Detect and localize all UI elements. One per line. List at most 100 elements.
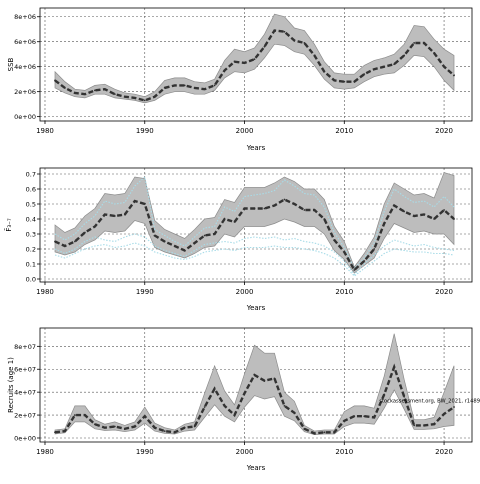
y-tick-label: 8e+06 xyxy=(14,13,36,21)
data-point xyxy=(233,414,236,416)
data-point xyxy=(123,95,126,98)
data-point xyxy=(54,79,56,82)
data-point xyxy=(393,63,396,66)
axes-frame xyxy=(39,167,473,283)
data-point xyxy=(273,29,276,32)
data-point xyxy=(363,73,366,76)
data-point xyxy=(423,424,426,427)
y-tick-label: 0e+00 xyxy=(14,113,36,121)
panel-fbar: 1980 1990 2000 2010 2020 0.0 0.1 0.2 0.3 0.4 0.5 0.… xyxy=(4,167,473,312)
data-point xyxy=(403,54,406,57)
fleet-line-2 xyxy=(54,233,455,276)
data-point xyxy=(413,424,416,427)
data-point xyxy=(223,405,226,407)
data-point xyxy=(263,207,266,210)
data-point xyxy=(253,207,256,210)
y-tick-label: 4e+06 xyxy=(14,63,36,71)
plot-area xyxy=(54,13,455,104)
data-point xyxy=(183,84,186,87)
data-point xyxy=(74,414,76,416)
data-point xyxy=(153,95,156,98)
data-point xyxy=(113,215,116,217)
x-axis-label: Years xyxy=(246,144,266,152)
data-point xyxy=(143,415,146,418)
data-point xyxy=(123,427,126,430)
x-tick-label: 2000 xyxy=(236,288,254,296)
x-tick-label: 1980 xyxy=(36,127,54,135)
data-point xyxy=(263,379,266,382)
axes-frame xyxy=(39,327,473,443)
data-point xyxy=(373,248,376,250)
data-point xyxy=(163,430,166,433)
data-point xyxy=(203,234,206,237)
data-point xyxy=(293,39,296,42)
data-point xyxy=(64,245,66,247)
y-tick-label: 2e+07 xyxy=(14,412,36,420)
data-point xyxy=(343,80,346,83)
data-point xyxy=(423,42,426,44)
data-point xyxy=(413,215,416,217)
data-point xyxy=(183,249,186,252)
data-point xyxy=(113,93,116,96)
data-point xyxy=(303,42,306,44)
data-point xyxy=(433,423,435,426)
fleet-line-1 xyxy=(54,175,455,270)
x-tick-label: 2020 xyxy=(435,288,453,296)
data-point xyxy=(393,366,396,368)
data-point xyxy=(143,203,146,205)
y-tick-label: 0.3 xyxy=(26,231,36,239)
data-point xyxy=(74,92,76,94)
data-point xyxy=(393,204,396,207)
x-tick-label: 2010 xyxy=(335,448,353,456)
x-tick-label: 2010 xyxy=(335,127,353,135)
data-point xyxy=(243,392,246,395)
data-point xyxy=(343,419,346,422)
data-point xyxy=(353,269,356,271)
data-point xyxy=(173,431,176,434)
data-point xyxy=(283,405,286,407)
data-point xyxy=(403,210,406,213)
data-point xyxy=(223,218,226,220)
data-point xyxy=(203,406,206,408)
data-point xyxy=(293,203,296,205)
data-point xyxy=(113,425,116,428)
data-point xyxy=(453,74,455,77)
data-point xyxy=(133,200,136,202)
data-point xyxy=(103,88,106,91)
data-point xyxy=(173,84,176,87)
data-point xyxy=(363,415,366,418)
data-point xyxy=(253,374,256,376)
y-tick-label: 8e+07 xyxy=(14,343,36,351)
data-point xyxy=(453,406,455,408)
data-point xyxy=(83,231,86,234)
data-point xyxy=(353,415,356,418)
y-tick-label: 0e+00 xyxy=(14,434,36,442)
data-point xyxy=(333,431,336,434)
y-tick-label: 0.5 xyxy=(26,201,36,209)
data-point xyxy=(283,198,286,201)
data-point xyxy=(343,251,346,253)
data-point xyxy=(443,65,445,68)
data-point xyxy=(183,426,186,429)
fleet-line-3 xyxy=(54,242,455,277)
data-point xyxy=(143,99,146,102)
y-tick-label: 2e+06 xyxy=(14,88,36,96)
data-point xyxy=(153,426,156,429)
x-tick-label: 2000 xyxy=(236,127,254,135)
data-point xyxy=(433,218,435,220)
data-point xyxy=(303,427,306,430)
data-point xyxy=(223,69,226,72)
x-tick-label: 2020 xyxy=(435,127,453,135)
data-point xyxy=(103,426,106,429)
data-point xyxy=(103,213,106,216)
data-point xyxy=(213,387,216,390)
y-tick-label: 0.4 xyxy=(26,216,36,224)
data-point xyxy=(213,84,216,87)
data-point xyxy=(303,209,306,211)
x-axis-label: Years xyxy=(246,304,266,312)
data-point xyxy=(253,58,256,61)
data-point xyxy=(333,239,336,241)
data-point xyxy=(373,68,376,71)
y-tick-label: 6e+06 xyxy=(14,38,36,46)
